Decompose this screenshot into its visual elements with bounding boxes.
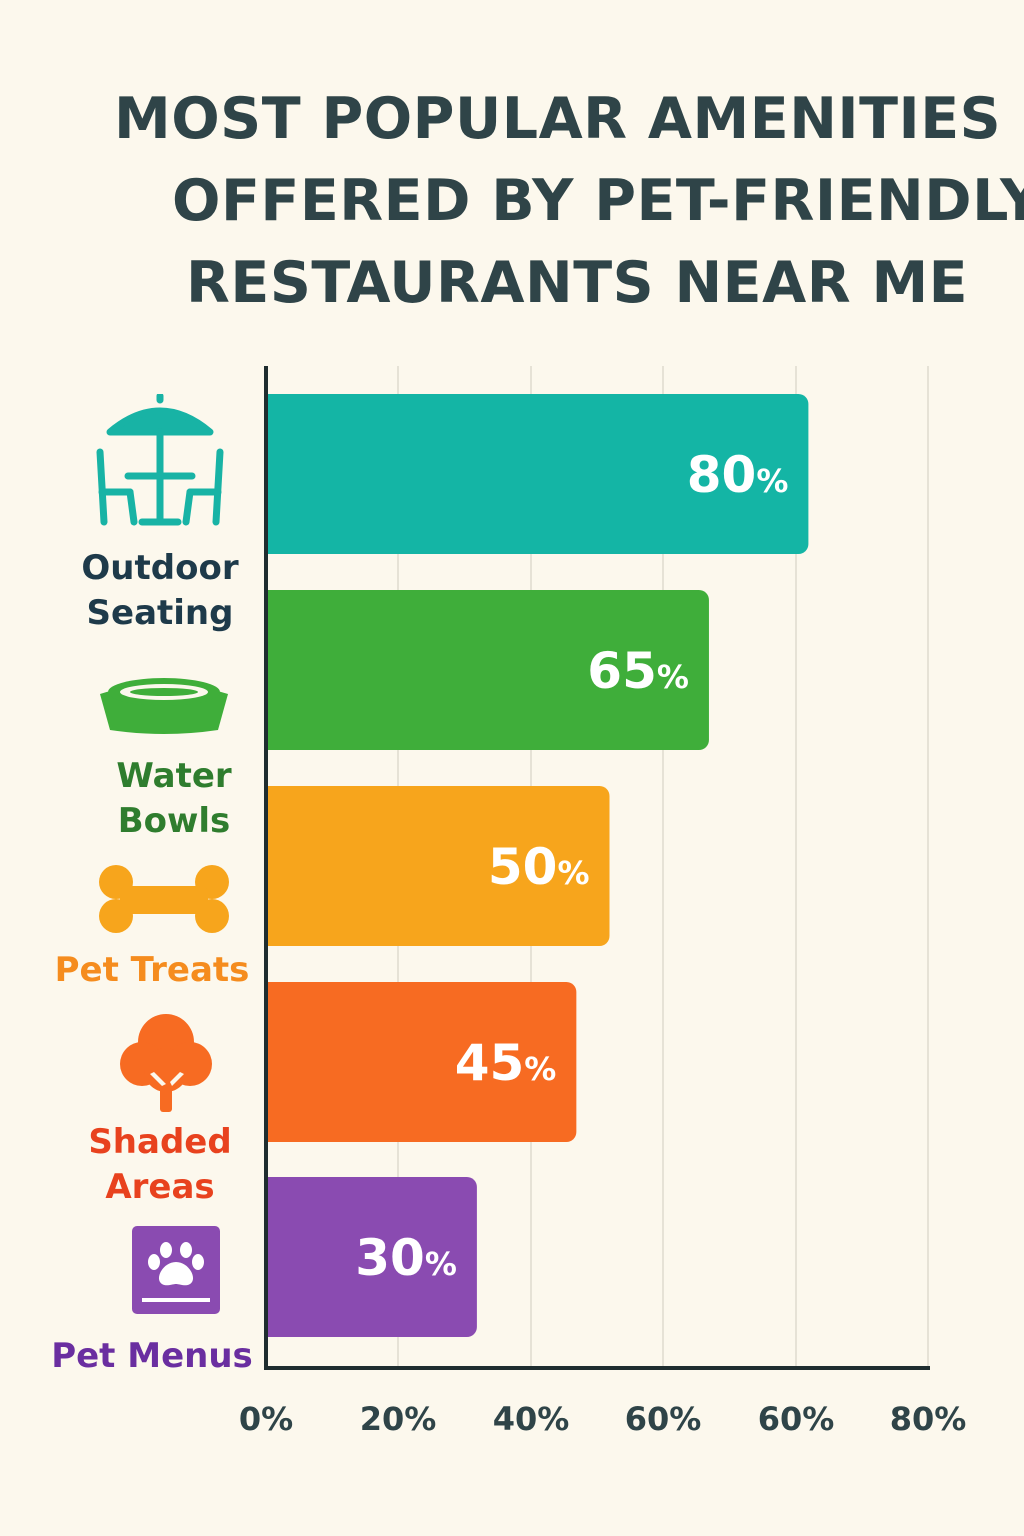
x-tick-label: 60% — [625, 1400, 702, 1438]
water-bowl-icon — [100, 678, 228, 734]
chart-title: MOST POPULAR AMENITIES OFFERED BY PET-FR… — [0, 78, 1024, 324]
chart-title-line-2: OFFERED BY PET-FRIENDLY — [172, 168, 1024, 234]
category-label-water-bowls: Water Bowls — [116, 756, 232, 841]
bar-value-label: 80% — [687, 446, 789, 504]
tree-icon — [120, 1014, 212, 1112]
category-label-shaded-areas: Shaded Areas — [88, 1122, 232, 1207]
paw-menu-icon — [132, 1226, 220, 1314]
category-label-outdoor-seating: Outdoor Seating — [81, 548, 239, 633]
x-tick-label: 20% — [360, 1400, 437, 1438]
bar-square-edge-2 — [266, 786, 280, 946]
category-label-pet-treats: Pet Treats — [54, 950, 250, 990]
bar-value-label: 65% — [587, 642, 689, 700]
bar-pet-treats — [266, 786, 610, 946]
chart-title-line-1: MOST POPULAR AMENITIES — [114, 86, 1002, 152]
x-tick-label: 0% — [239, 1400, 293, 1438]
bar-value-label: 30% — [355, 1229, 457, 1287]
bar-water-bowls — [266, 590, 709, 750]
x-tick-label: 80% — [890, 1400, 967, 1438]
bar-value-label: 50% — [488, 838, 590, 896]
category-label-pet-menus: Pet Menus — [51, 1336, 253, 1376]
bar-value-label: 45% — [455, 1034, 557, 1092]
bar-square-edge-1 — [266, 590, 280, 750]
x-tick-label: 40% — [493, 1400, 570, 1438]
bar-pet-menus — [266, 1177, 477, 1337]
patio-table-umbrella-icon — [96, 394, 224, 526]
chart-title-line-3: RESTAURANTS NEAR ME — [186, 250, 969, 316]
bar-square-edge-3 — [266, 982, 280, 1142]
bar-square-edge-0 — [266, 394, 280, 554]
bar-square-edge-4 — [266, 1177, 280, 1337]
x-tick-label: 60% — [758, 1400, 835, 1438]
bar-outdoor-seating — [266, 394, 809, 554]
dog-bone-icon — [99, 865, 229, 933]
bar-shaded-areas — [266, 982, 577, 1142]
